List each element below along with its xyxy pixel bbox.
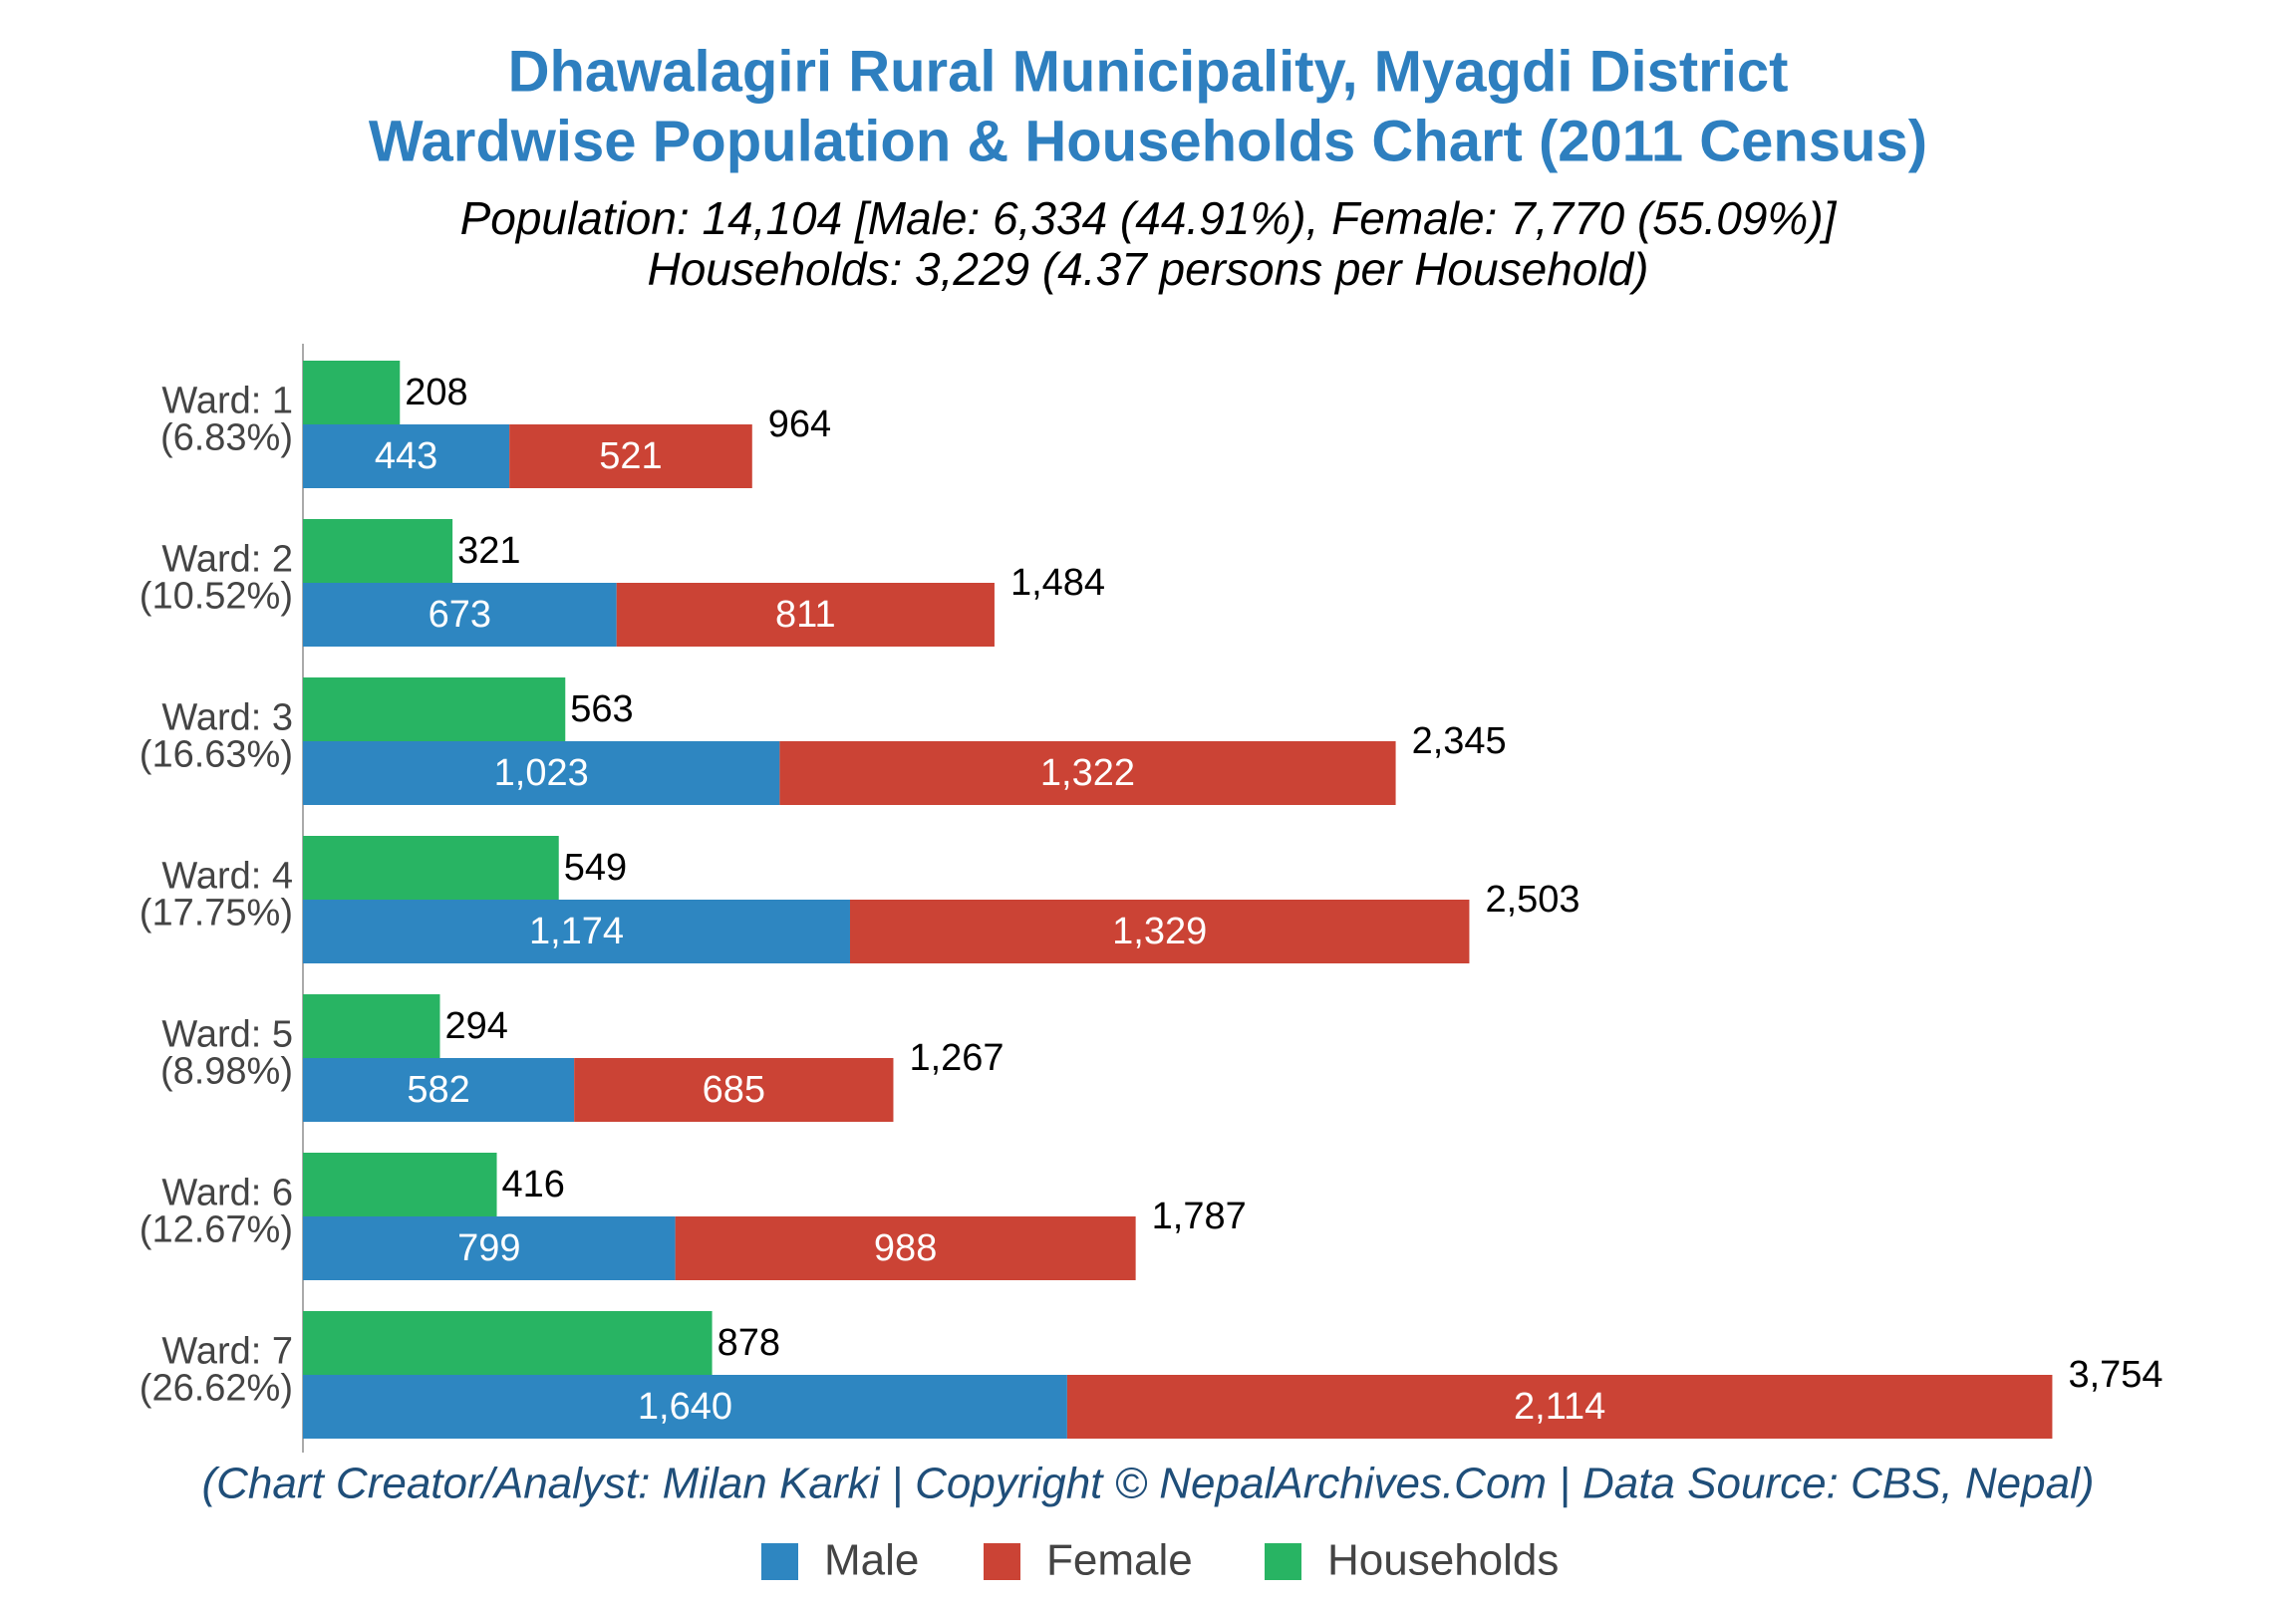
bar bbox=[303, 424, 510, 488]
y-tick-label: Ward: 4 bbox=[161, 856, 293, 898]
data-label: 1,322 bbox=[1040, 752, 1135, 794]
total-label: 964 bbox=[768, 403, 831, 445]
data-label: 2,114 bbox=[1514, 1386, 1605, 1428]
bar bbox=[303, 1216, 676, 1280]
chart-subtitle: Households: 3,229 (4.37 persons per Hous… bbox=[648, 243, 1649, 295]
bar bbox=[303, 1058, 575, 1122]
bar bbox=[303, 583, 617, 647]
y-tick-label: Ward: 6 bbox=[161, 1173, 293, 1214]
data-label: 321 bbox=[457, 530, 520, 572]
y-tick-label: (8.98%) bbox=[160, 1051, 293, 1093]
y-tick-label: (16.63%) bbox=[140, 734, 293, 776]
y-tick-label: Ward: 1 bbox=[161, 381, 293, 422]
total-label: 1,484 bbox=[1010, 562, 1105, 604]
data-label: 1,640 bbox=[638, 1386, 732, 1428]
bar bbox=[303, 900, 850, 963]
y-tick-label: (12.67%) bbox=[140, 1209, 293, 1251]
data-label: 582 bbox=[407, 1069, 469, 1111]
y-tick-label: Ward: 5 bbox=[161, 1014, 293, 1056]
chart-subtitle: Population: 14,104 [Male: 6,334 (44.91%)… bbox=[460, 192, 1838, 244]
bar bbox=[849, 900, 1470, 963]
data-label: 208 bbox=[405, 372, 467, 413]
total-label: 2,503 bbox=[1485, 879, 1579, 921]
bar bbox=[303, 836, 559, 900]
bar bbox=[303, 1311, 713, 1375]
bar bbox=[616, 583, 995, 647]
bar bbox=[303, 994, 440, 1058]
bar bbox=[574, 1058, 894, 1122]
bar bbox=[303, 741, 780, 805]
y-tick-label: (6.83%) bbox=[160, 417, 293, 459]
bar bbox=[303, 677, 566, 741]
data-label: 988 bbox=[874, 1227, 937, 1269]
data-label: 1,174 bbox=[529, 911, 624, 952]
data-label: 521 bbox=[599, 435, 662, 477]
chart-title: Wardwise Population & Households Chart (… bbox=[369, 109, 1927, 173]
legend-swatch bbox=[761, 1543, 798, 1580]
total-label: 1,267 bbox=[909, 1037, 1004, 1079]
legend-swatch bbox=[1265, 1543, 1301, 1580]
bar bbox=[1066, 1375, 2053, 1439]
legend-label: Households bbox=[1327, 1536, 1559, 1585]
bar bbox=[303, 519, 453, 583]
data-label: 416 bbox=[502, 1164, 565, 1205]
bar bbox=[303, 361, 401, 424]
total-label: 1,787 bbox=[1152, 1196, 1247, 1237]
y-tick-label: (26.62%) bbox=[140, 1368, 293, 1410]
bar bbox=[509, 424, 752, 488]
total-label: 3,754 bbox=[2068, 1354, 2162, 1396]
data-label: 685 bbox=[703, 1069, 765, 1111]
bar bbox=[675, 1216, 1136, 1280]
y-tick-label: (10.52%) bbox=[140, 576, 293, 618]
data-label: 443 bbox=[375, 435, 437, 477]
bar bbox=[303, 1375, 1067, 1439]
legend-label: Male bbox=[824, 1536, 919, 1585]
y-tick-label: Ward: 3 bbox=[161, 697, 293, 739]
y-tick-label: (17.75%) bbox=[140, 893, 293, 935]
data-label: 294 bbox=[444, 1005, 507, 1047]
data-label: 878 bbox=[718, 1322, 780, 1364]
data-label: 811 bbox=[775, 594, 836, 636]
data-label: 1,023 bbox=[494, 752, 589, 794]
data-label: 799 bbox=[457, 1227, 520, 1269]
legend-swatch bbox=[984, 1543, 1020, 1580]
total-label: 2,345 bbox=[1412, 720, 1507, 762]
data-label: 549 bbox=[564, 847, 627, 889]
bar bbox=[779, 741, 1396, 805]
data-label: 673 bbox=[429, 594, 491, 636]
bar bbox=[303, 1153, 497, 1216]
credit: (Chart Creator/Analyst: Milan Karki | Co… bbox=[201, 1460, 2094, 1508]
legend-label: Female bbox=[1046, 1536, 1193, 1585]
y-tick-label: Ward: 7 bbox=[161, 1331, 293, 1373]
data-label: 1,329 bbox=[1112, 911, 1207, 952]
data-label: 563 bbox=[570, 688, 633, 730]
y-tick-label: Ward: 2 bbox=[161, 539, 293, 581]
chart-title: Dhawalagiri Rural Municipality, Myagdi D… bbox=[508, 39, 1789, 104]
